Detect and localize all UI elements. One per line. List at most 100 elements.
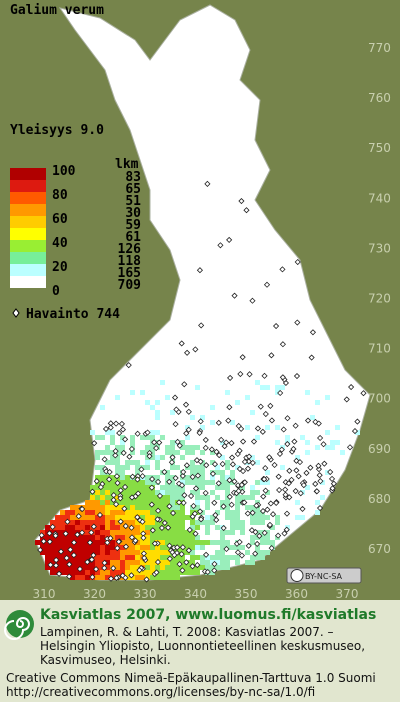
cell bbox=[230, 420, 235, 425]
cell bbox=[180, 505, 185, 510]
cell bbox=[245, 505, 250, 510]
observation-marker bbox=[176, 561, 183, 568]
observation-marker bbox=[279, 266, 286, 273]
legend-count: 51 bbox=[125, 194, 141, 209]
cell bbox=[160, 485, 165, 490]
observation-marker bbox=[237, 370, 244, 378]
observation-marker bbox=[171, 394, 179, 401]
observation-marker bbox=[211, 499, 218, 506]
observation-marker bbox=[114, 479, 121, 487]
cell bbox=[230, 475, 235, 480]
observation-marker bbox=[180, 499, 187, 506]
cell bbox=[105, 550, 110, 555]
observation-marker bbox=[226, 236, 233, 243]
cell bbox=[100, 540, 105, 545]
cell bbox=[160, 565, 165, 570]
cell bbox=[115, 560, 120, 565]
observation-marker bbox=[238, 481, 245, 489]
cell bbox=[170, 575, 175, 580]
cell bbox=[60, 560, 65, 565]
cell bbox=[190, 415, 195, 420]
cell bbox=[250, 535, 255, 540]
cell bbox=[90, 570, 95, 575]
cell bbox=[150, 535, 155, 540]
y-grid-label: 770 bbox=[368, 41, 391, 55]
observation-marker bbox=[187, 492, 195, 500]
legend-count: 83 bbox=[125, 170, 141, 185]
cell bbox=[170, 530, 175, 535]
observation-marker bbox=[185, 426, 192, 433]
species-title: Galium verum bbox=[10, 3, 104, 18]
cell bbox=[115, 530, 120, 535]
cell bbox=[145, 480, 150, 485]
observation-marker bbox=[239, 468, 247, 475]
cell bbox=[170, 490, 175, 495]
observation-marker bbox=[284, 440, 291, 448]
cell bbox=[155, 460, 160, 465]
cell bbox=[165, 495, 170, 500]
cell bbox=[45, 540, 50, 545]
observation-marker bbox=[197, 516, 205, 523]
observation-marker bbox=[234, 549, 242, 556]
cell bbox=[235, 560, 240, 565]
cell bbox=[125, 495, 130, 500]
cell bbox=[95, 505, 100, 510]
observation-marker bbox=[134, 476, 141, 483]
cell bbox=[60, 545, 65, 550]
cell bbox=[155, 505, 160, 510]
cell bbox=[250, 515, 255, 520]
observation-marker bbox=[238, 552, 245, 559]
cell bbox=[145, 500, 150, 505]
observation-marker bbox=[286, 494, 293, 501]
observation-marker bbox=[155, 478, 162, 485]
cell bbox=[140, 490, 145, 495]
cell bbox=[220, 475, 225, 480]
cell bbox=[120, 565, 125, 570]
cell bbox=[125, 540, 130, 545]
cell bbox=[135, 510, 140, 515]
cell bbox=[120, 490, 125, 495]
observation-marker bbox=[149, 527, 156, 534]
y-grid-label: 700 bbox=[368, 392, 391, 406]
cell bbox=[265, 490, 270, 495]
observation-marker bbox=[315, 462, 322, 469]
cell bbox=[90, 550, 95, 555]
cell bbox=[170, 475, 175, 480]
cell bbox=[95, 520, 100, 525]
cell bbox=[235, 500, 240, 505]
observation-marker bbox=[46, 530, 53, 537]
cell bbox=[275, 440, 280, 445]
observation-marker bbox=[52, 562, 60, 569]
observation-marker bbox=[312, 480, 319, 488]
cell bbox=[225, 510, 230, 515]
x-grid-label: 310 bbox=[33, 587, 56, 601]
observation-marker bbox=[266, 454, 273, 461]
cell bbox=[180, 530, 185, 535]
cell bbox=[220, 555, 225, 560]
cell bbox=[165, 515, 170, 520]
cell bbox=[180, 480, 185, 485]
cell bbox=[75, 565, 80, 570]
observation-marker bbox=[89, 488, 96, 495]
cell bbox=[105, 515, 110, 520]
observation-marker bbox=[76, 565, 84, 573]
cell bbox=[80, 575, 85, 580]
cell bbox=[160, 495, 165, 500]
cell bbox=[120, 545, 125, 550]
cell bbox=[120, 445, 125, 450]
cell bbox=[105, 495, 110, 500]
cell bbox=[105, 445, 110, 450]
cell bbox=[225, 505, 230, 510]
observation-marker bbox=[185, 547, 192, 554]
cell bbox=[105, 510, 110, 515]
cell bbox=[55, 545, 60, 550]
cell bbox=[180, 455, 185, 460]
observation-marker bbox=[282, 491, 289, 498]
cell bbox=[200, 540, 205, 545]
observation-marker bbox=[268, 545, 275, 552]
cell bbox=[150, 450, 155, 455]
cell bbox=[60, 520, 65, 525]
cell bbox=[145, 445, 150, 450]
observation-marker bbox=[79, 505, 86, 513]
cell bbox=[180, 555, 185, 560]
